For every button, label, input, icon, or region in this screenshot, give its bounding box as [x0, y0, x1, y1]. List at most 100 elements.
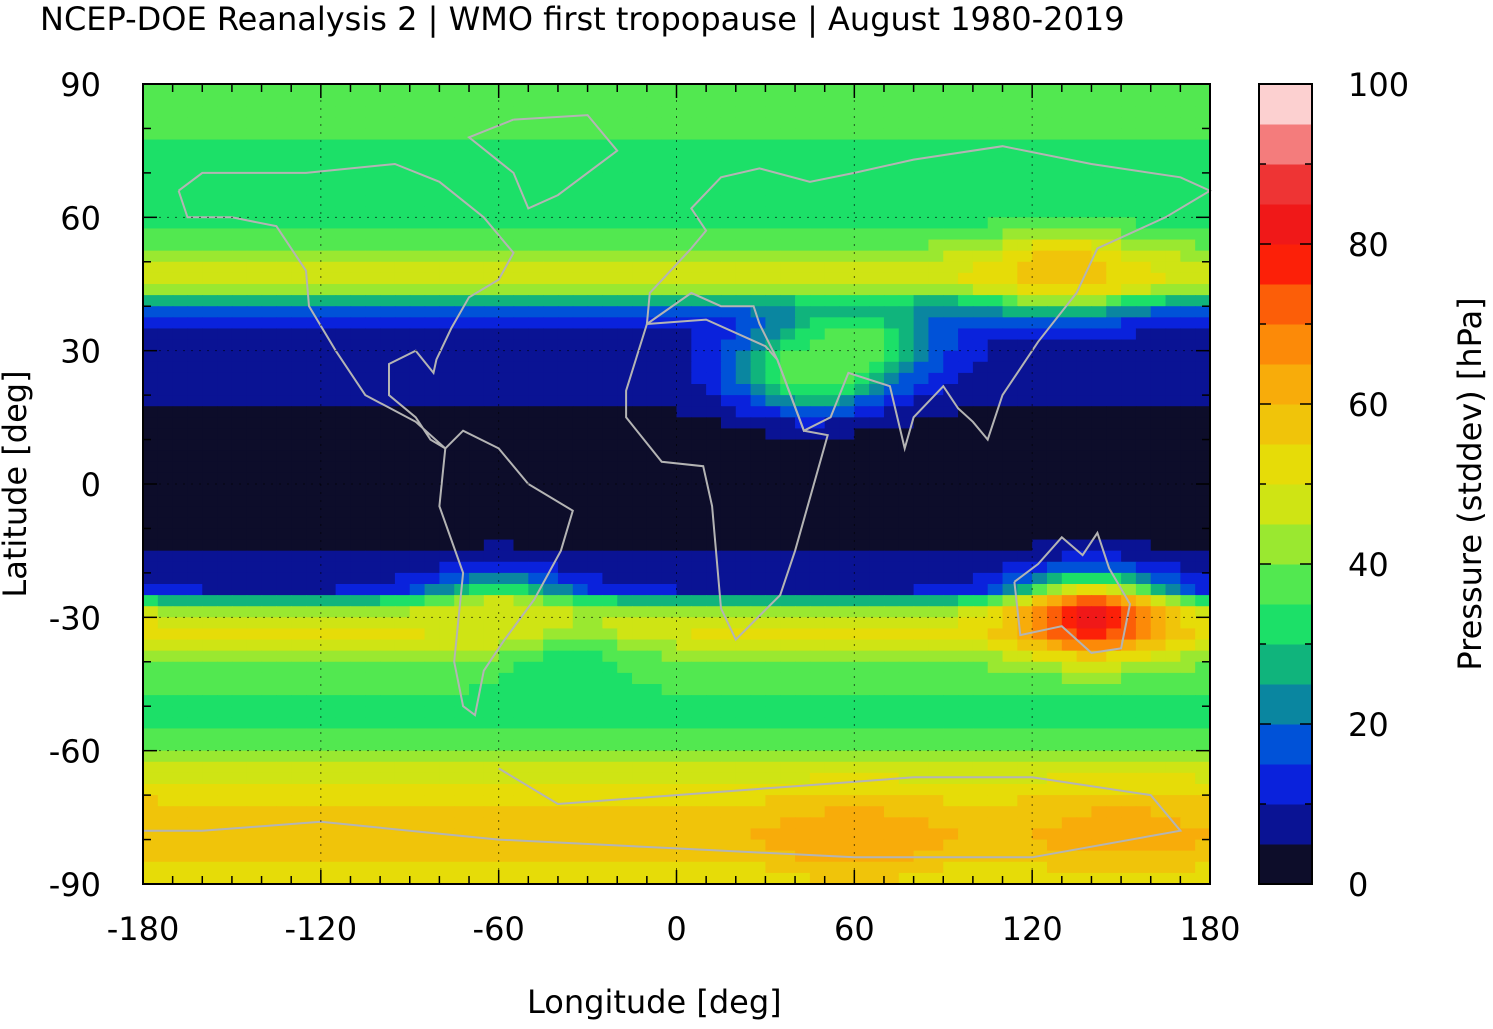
- heatmap-cell: [572, 161, 589, 174]
- heatmap-cell: [602, 539, 618, 552]
- heatmap-cell: [676, 284, 692, 296]
- heatmap-cell: [261, 206, 277, 218]
- heatmap-cell: [572, 839, 589, 852]
- heatmap-cell: [291, 184, 307, 196]
- heatmap-cell: [439, 317, 455, 330]
- heatmap-cell: [780, 317, 796, 330]
- heatmap-cell: [1135, 717, 1152, 730]
- heatmap-cell: [306, 695, 322, 707]
- heatmap-cell: [824, 117, 841, 130]
- heatmap-cell: [765, 828, 781, 841]
- heatmap-cell: [898, 139, 915, 152]
- heatmap-cell: [1017, 106, 1033, 118]
- heatmap-cell: [765, 384, 781, 396]
- heatmap-cell: [335, 550, 352, 563]
- heatmap-cell: [409, 550, 426, 563]
- heatmap-cell: [306, 139, 322, 152]
- heatmap-cell: [795, 139, 811, 152]
- heatmap-cell: [543, 850, 559, 863]
- heatmap-cell: [898, 728, 915, 741]
- heatmap-cell: [1046, 350, 1063, 363]
- heatmap-cell: [913, 517, 930, 530]
- heatmap-cell: [869, 406, 885, 418]
- heatmap-cell: [987, 95, 1004, 107]
- heatmap-cell: [1121, 739, 1137, 752]
- heatmap-cell: [809, 306, 826, 318]
- heatmap-cell: [1165, 695, 1181, 707]
- heatmap-cell: [409, 684, 426, 696]
- heatmap-cell: [706, 495, 722, 507]
- heatmap-cell: [795, 495, 811, 507]
- heatmap-cell: [483, 472, 500, 485]
- heatmap-cell: [750, 406, 767, 418]
- heatmap-cell: [1121, 817, 1137, 830]
- heatmap-cell: [528, 695, 544, 707]
- heatmap-cell: [854, 639, 870, 652]
- heatmap-cell: [661, 739, 678, 752]
- heatmap-cell: [1017, 295, 1033, 307]
- heatmap-cell: [202, 695, 218, 707]
- heatmap-cell: [632, 550, 648, 563]
- heatmap-cell: [513, 272, 529, 285]
- heatmap-cell: [1002, 739, 1018, 752]
- heatmap-cell: [720, 217, 737, 230]
- heatmap-cell: [795, 706, 811, 718]
- heatmap-cell: [765, 617, 781, 630]
- heatmap-cell: [706, 328, 722, 341]
- heatmap-cell: [454, 117, 470, 130]
- heatmap-cell: [557, 584, 574, 596]
- heatmap-cell: [765, 772, 781, 785]
- heatmap-cell: [943, 106, 959, 118]
- heatmap-cell: [557, 372, 574, 385]
- heatmap-cell: [1061, 539, 1078, 552]
- heatmap-cell: [676, 717, 692, 730]
- heatmap-cell: [691, 617, 707, 630]
- heatmap-cell: [602, 728, 618, 741]
- heatmap-cell: [632, 606, 648, 618]
- heatmap-cell: [1091, 761, 1107, 774]
- heatmap-cell: [528, 539, 544, 552]
- heatmap-cell: [469, 684, 485, 696]
- heatmap-cell: [928, 306, 944, 318]
- heatmap-cell: [1017, 150, 1033, 163]
- heatmap-cell: [172, 328, 189, 341]
- heatmap-cell: [246, 706, 263, 718]
- heatmap-cell: [320, 384, 337, 396]
- heatmap-cell: [1076, 695, 1093, 707]
- heatmap-cell: [335, 117, 352, 130]
- heatmap-cell: [795, 161, 811, 174]
- heatmap-cell: [1076, 828, 1093, 841]
- heatmap-cell: [854, 672, 870, 685]
- heatmap-cell: [750, 272, 767, 285]
- heatmap-cell: [972, 361, 989, 374]
- heatmap-cell: [202, 117, 218, 130]
- heatmap-cell: [469, 817, 485, 830]
- heatmap-cell: [557, 806, 574, 818]
- heatmap-cell: [231, 206, 248, 218]
- heatmap-cell: [143, 661, 159, 674]
- heatmap-cell: [617, 95, 633, 107]
- heatmap-cell: [587, 684, 604, 696]
- heatmap-cell: [172, 150, 189, 163]
- heatmap-cell: [424, 650, 440, 663]
- heatmap-cell: [483, 206, 500, 218]
- heatmap-cell: [883, 250, 900, 263]
- heatmap-cell: [854, 417, 870, 430]
- heatmap-cell: [661, 150, 678, 163]
- heatmap-cell: [1135, 828, 1152, 841]
- heatmap-cell: [809, 395, 826, 407]
- heatmap-cell: [913, 350, 930, 363]
- heatmap-cell: [572, 139, 589, 152]
- heatmap-cell: [1121, 395, 1137, 407]
- heatmap-cell: [1002, 839, 1018, 852]
- heatmap-cell: [987, 406, 1004, 418]
- heatmap-cell: [143, 806, 159, 818]
- heatmap-cell: [602, 550, 618, 563]
- heatmap-cell: [1032, 139, 1048, 152]
- heatmap-cell: [439, 272, 455, 285]
- heatmap-cell: [972, 750, 989, 763]
- heatmap-cell: [513, 628, 529, 641]
- heatmap-cell: [365, 728, 381, 741]
- heatmap-cell: [824, 828, 841, 841]
- heatmap-cell: [1135, 639, 1152, 652]
